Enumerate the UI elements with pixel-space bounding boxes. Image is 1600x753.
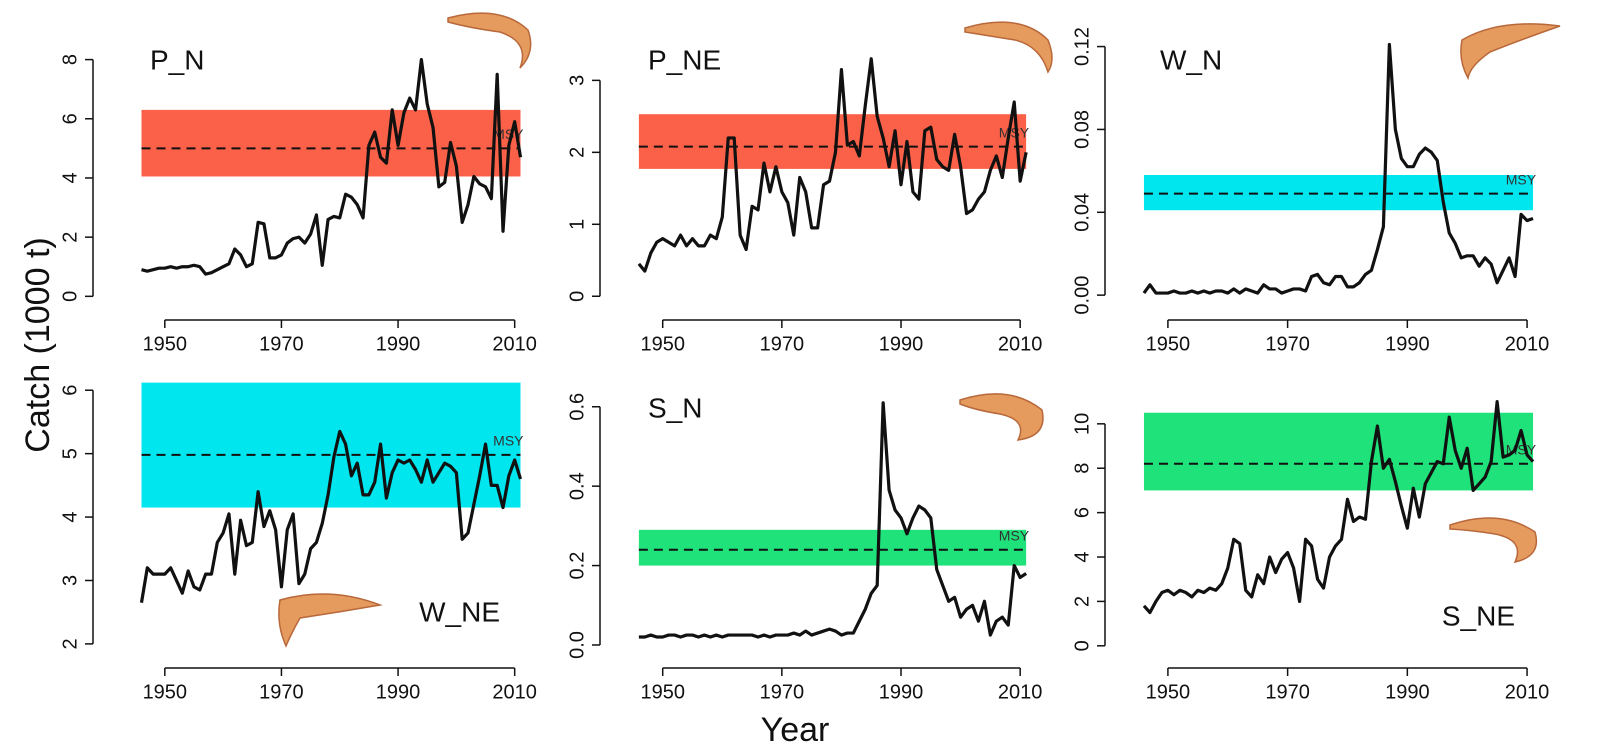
msy-band bbox=[1143, 412, 1534, 491]
y-tick-label: 0.0 bbox=[566, 631, 588, 659]
y-tick-label: 0.2 bbox=[566, 552, 588, 580]
y-tick-label: 0.08 bbox=[1071, 110, 1093, 149]
shrimp-icon bbox=[1449, 517, 1538, 564]
panel: MSY 0 1 2 3 1950 1970 1990 2010 P_NE bbox=[566, 44, 1042, 355]
msy-label: MSY bbox=[999, 527, 1030, 543]
msy-band bbox=[141, 382, 521, 508]
catch-line bbox=[637, 57, 1028, 273]
y-tick-label: 4 bbox=[59, 511, 81, 522]
y-tick-label: 0.00 bbox=[1071, 276, 1093, 315]
shrimp-icon bbox=[959, 393, 1044, 441]
y-tick-label: 0 bbox=[59, 291, 81, 302]
msy-band bbox=[141, 109, 521, 177]
y-tick-label: 4 bbox=[59, 172, 81, 183]
x-tick-label: 1950 bbox=[1146, 681, 1191, 703]
x-tick-label: 1970 bbox=[1265, 681, 1310, 703]
y-tick-label: 0.12 bbox=[1071, 27, 1093, 66]
y-tick-label: 8 bbox=[1071, 463, 1093, 474]
x-tick-label: 1990 bbox=[1385, 681, 1430, 703]
x-tick-label: 2010 bbox=[1505, 333, 1550, 355]
y-tick-label: 2 bbox=[566, 147, 588, 158]
panel-label: S_NE bbox=[1442, 600, 1515, 631]
y-tick-label: 4 bbox=[1071, 551, 1093, 562]
x-tick-label: 1990 bbox=[1385, 333, 1430, 355]
y-tick-label: 0 bbox=[1071, 640, 1093, 651]
y-tick-label: 2 bbox=[59, 638, 81, 649]
msy-band bbox=[638, 529, 1027, 566]
y-tick-label: 8 bbox=[59, 54, 81, 65]
catch-line bbox=[139, 429, 523, 603]
x-tick-label: 1970 bbox=[760, 333, 805, 355]
panel-label: P_NE bbox=[648, 44, 721, 75]
x-tick-label: 1990 bbox=[376, 681, 421, 703]
x-tick-label: 1970 bbox=[1265, 333, 1310, 355]
shrimp-icon bbox=[447, 12, 532, 69]
x-tick-label: 1950 bbox=[143, 681, 188, 703]
y-tick-label: 3 bbox=[566, 75, 588, 86]
x-tick-label: 1990 bbox=[879, 681, 924, 703]
y-tick-label: 0.04 bbox=[1071, 193, 1093, 232]
msy-label: MSY bbox=[999, 124, 1030, 140]
y-axis-label: Catch (1000 t) bbox=[19, 237, 57, 452]
x-tick-label: 1950 bbox=[640, 681, 685, 703]
x-tick-label: 1950 bbox=[143, 333, 188, 355]
x-tick-label: 1970 bbox=[259, 333, 304, 355]
shrimp-icon bbox=[1460, 23, 1561, 81]
shrimp-icon bbox=[278, 593, 383, 648]
y-tick-label: 0.6 bbox=[566, 393, 588, 421]
panel-label: W_N bbox=[1160, 44, 1222, 75]
panel: MSY 0.0 0.2 0.4 0.6 1950 1970 1990 2010 S_N bbox=[566, 392, 1042, 703]
panel-label: W_NE bbox=[419, 596, 500, 627]
x-tick-label: 2010 bbox=[492, 333, 537, 355]
x-tick-label: 2010 bbox=[492, 681, 537, 703]
y-tick-label: 1 bbox=[566, 219, 588, 230]
x-tick-label: 1970 bbox=[259, 681, 304, 703]
msy-label: MSY bbox=[493, 433, 524, 449]
catch-line bbox=[638, 401, 1028, 639]
y-tick-label: 10 bbox=[1071, 413, 1093, 435]
y-tick-label: 6 bbox=[59, 385, 81, 396]
msy-band bbox=[1143, 175, 1534, 211]
shrimp-icon bbox=[964, 21, 1053, 74]
catch-line bbox=[1142, 42, 1534, 295]
y-tick-label: 6 bbox=[1071, 507, 1093, 518]
panel: MSY 2 3 4 5 6 1950 1970 1990 2010 W_NE bbox=[59, 382, 537, 703]
y-tick-label: 3 bbox=[59, 575, 81, 586]
y-tick-label: 6 bbox=[59, 113, 81, 124]
panel: MSY 0.00 0.04 0.08 0.12 1950 1970 1990 2010 W_N bbox=[1071, 27, 1549, 355]
shrimp-icons bbox=[278, 12, 1561, 648]
x-tick-label: 2010 bbox=[998, 333, 1043, 355]
x-axis-label: Year bbox=[761, 711, 830, 749]
x-tick-label: 2010 bbox=[1505, 681, 1550, 703]
catch-line bbox=[141, 57, 523, 276]
x-tick-label: 1990 bbox=[376, 333, 421, 355]
x-tick-label: 1970 bbox=[760, 681, 805, 703]
y-tick-label: 2 bbox=[1071, 596, 1093, 607]
y-tick-label: 0 bbox=[566, 291, 588, 302]
panel-label: P_N bbox=[150, 44, 204, 75]
msy-label: MSY bbox=[1506, 171, 1537, 187]
x-tick-label: 2010 bbox=[998, 681, 1043, 703]
y-tick-label: 5 bbox=[59, 448, 81, 459]
y-tick-label: 2 bbox=[59, 232, 81, 243]
panel-label: S_N bbox=[648, 392, 702, 423]
x-tick-label: 1950 bbox=[1146, 333, 1191, 355]
x-tick-label: 1990 bbox=[879, 333, 924, 355]
y-tick-label: 0.4 bbox=[566, 472, 588, 500]
x-tick-label: 1950 bbox=[640, 333, 685, 355]
catch-line bbox=[1142, 400, 1535, 615]
